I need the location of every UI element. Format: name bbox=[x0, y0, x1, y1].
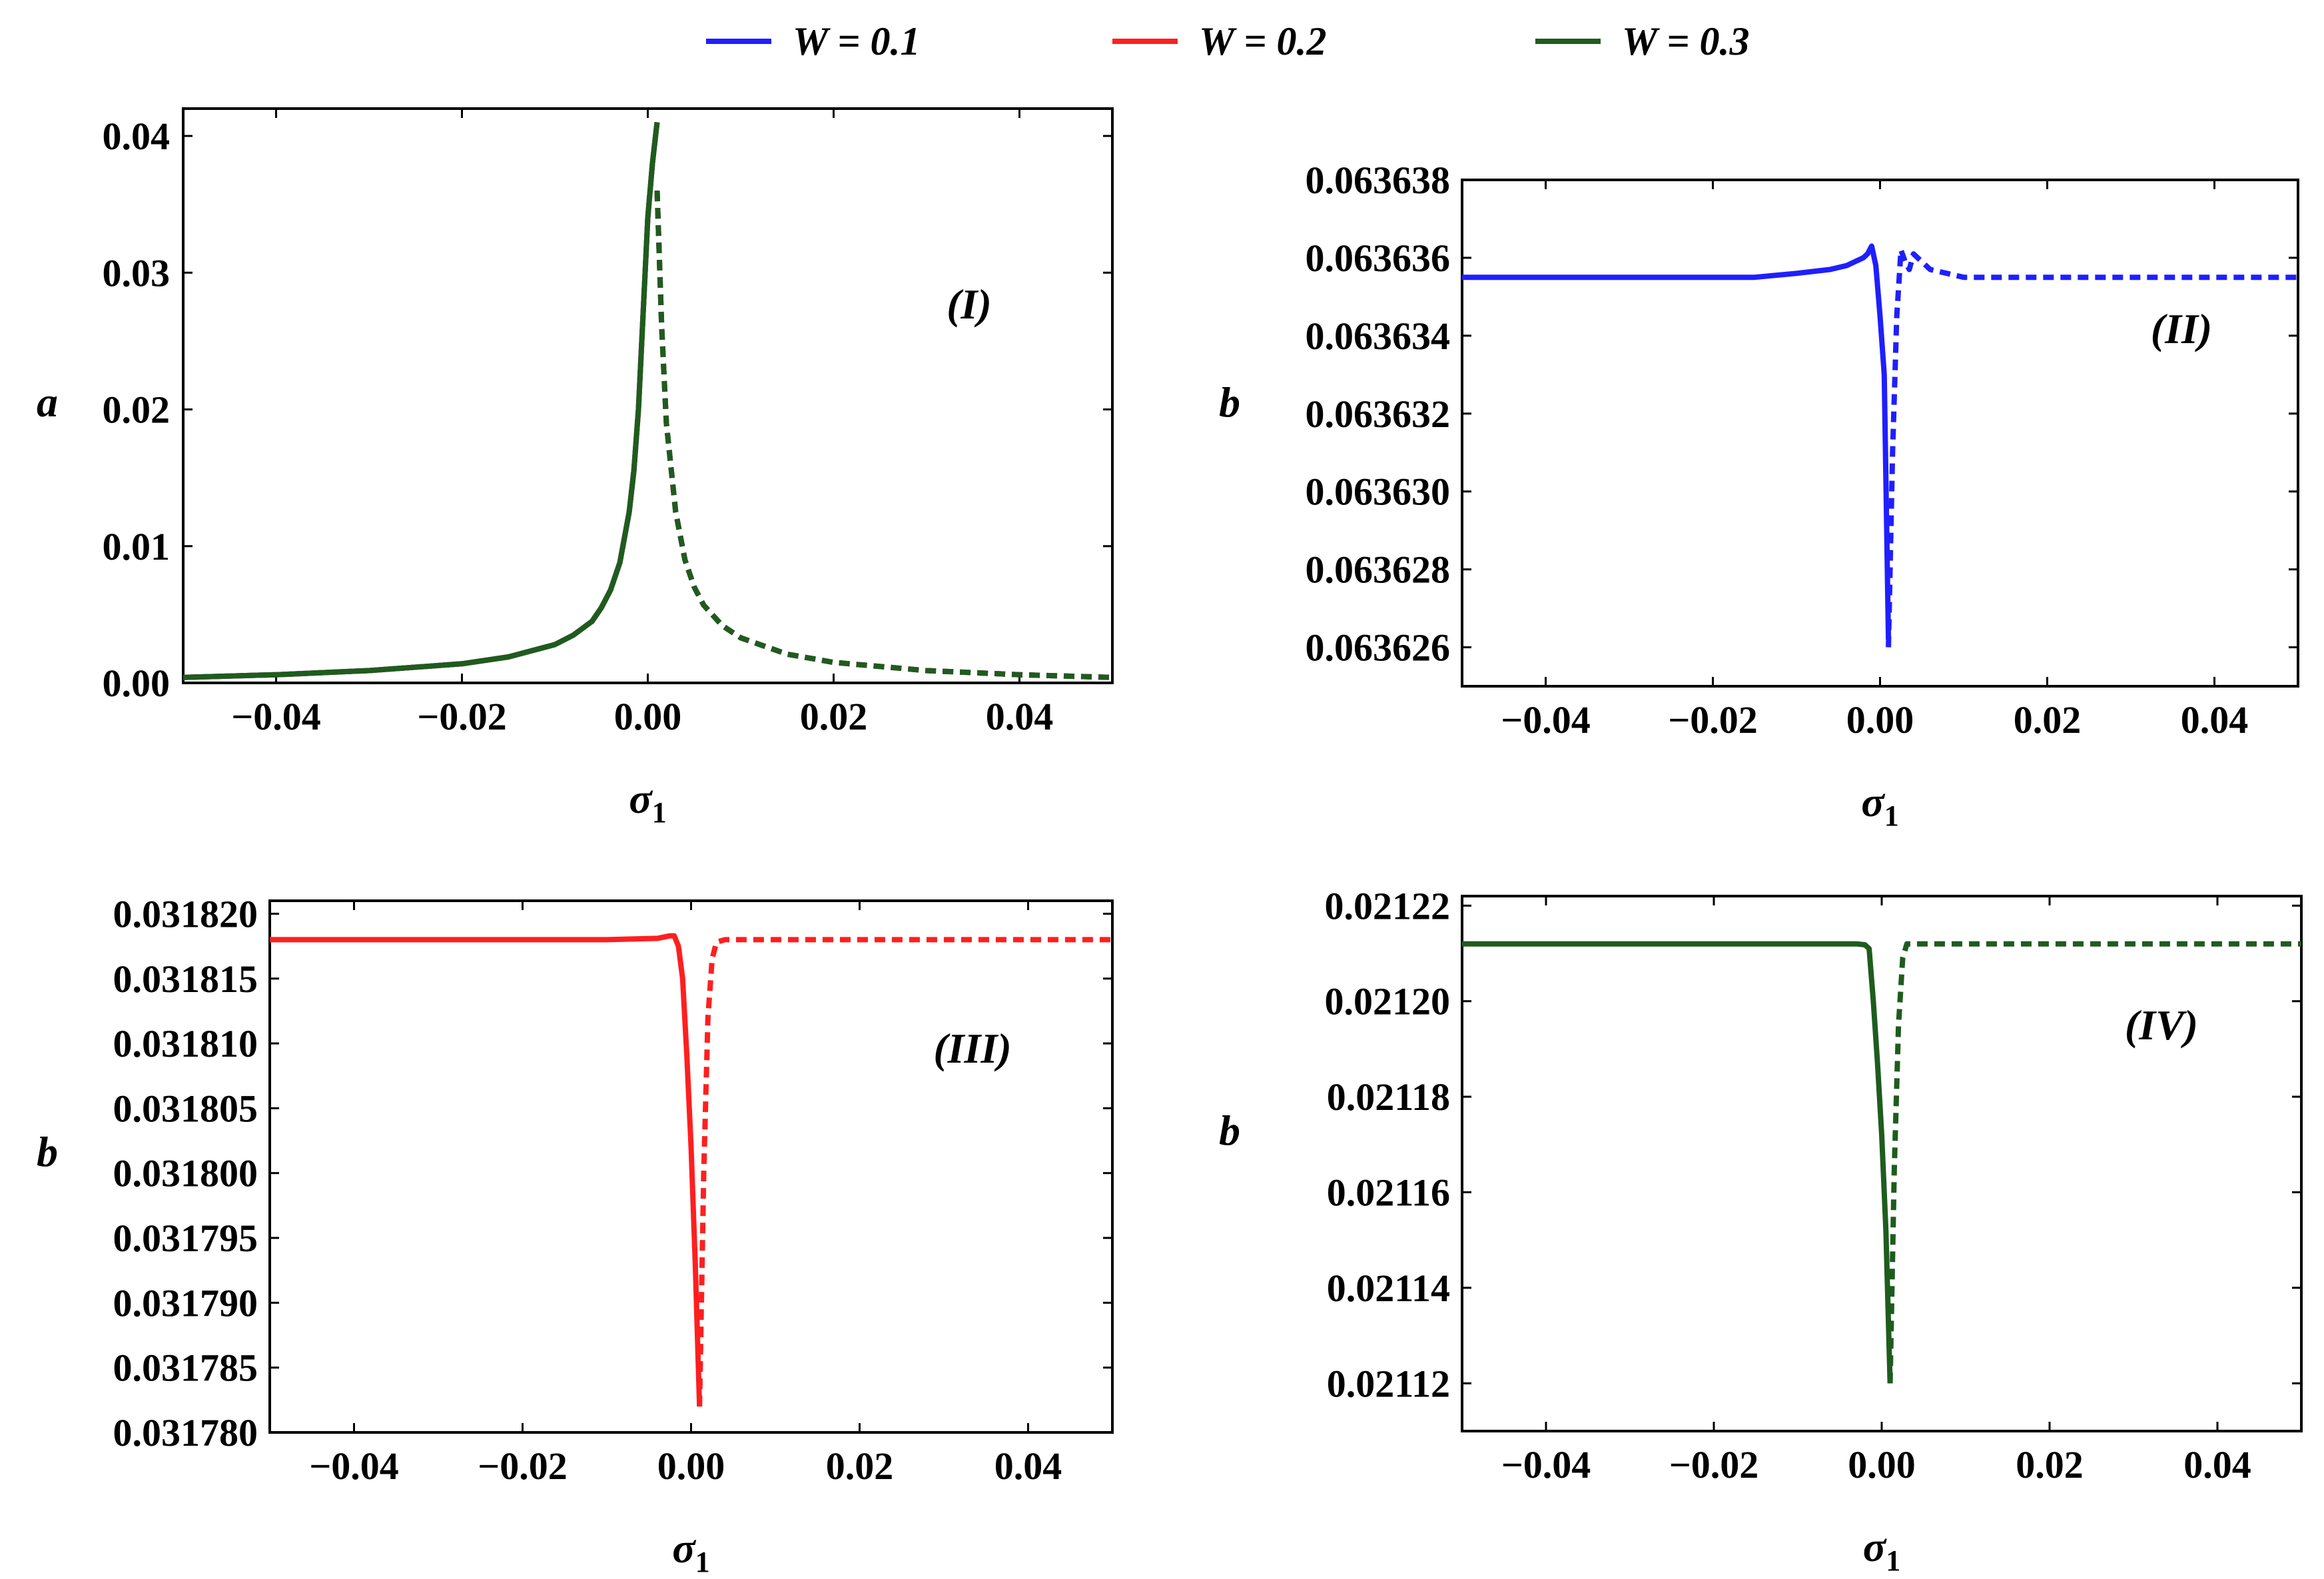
x-axis-label-base: σ bbox=[1861, 778, 1885, 825]
x-axis-label: σ1 bbox=[672, 1524, 710, 1578]
y-tick-label: 0.063632 bbox=[1306, 392, 1451, 436]
plot-frame bbox=[1461, 179, 2299, 688]
x-tick-label: 0.02 bbox=[826, 1444, 894, 1488]
x-tick-label: 0.02 bbox=[800, 695, 868, 738]
x-tick-label: 0.00 bbox=[1848, 1443, 1916, 1486]
legend-item: W = 0.1 bbox=[706, 19, 920, 63]
x-tick-label: −0.02 bbox=[1668, 698, 1758, 742]
x-tick-label: −0.02 bbox=[478, 1444, 568, 1488]
x-tick-label: 0.00 bbox=[657, 1444, 725, 1488]
y-tick-label: 0.02122 bbox=[1325, 884, 1451, 927]
y-tick-label: 0.01 bbox=[103, 525, 171, 568]
y-tick-label: 0.02116 bbox=[1327, 1171, 1450, 1215]
y-tick-label: 0.031805 bbox=[113, 1087, 258, 1130]
y-tick-label: 0.031820 bbox=[113, 892, 258, 935]
x-axis-label: σ1 bbox=[629, 775, 667, 829]
series-line bbox=[1887, 941, 2301, 1384]
legend-label: W = 0.2 bbox=[1199, 19, 1326, 63]
series-line bbox=[270, 933, 703, 1407]
series-line bbox=[654, 190, 1112, 680]
series-group bbox=[1462, 243, 2298, 648]
panel-tag: (III) bbox=[933, 1025, 1011, 1072]
x-tick-label: 0.00 bbox=[1846, 698, 1914, 742]
x-tick-label: −0.04 bbox=[1501, 1443, 1591, 1486]
x-axis-label-base: σ bbox=[672, 1524, 696, 1572]
y-tick-label: 0.031810 bbox=[113, 1022, 258, 1065]
y-tick-label: 0.02 bbox=[103, 388, 171, 432]
series-group bbox=[1462, 941, 2301, 1384]
x-axis-label-subscript: 1 bbox=[652, 796, 667, 829]
y-axis-label: b bbox=[1219, 1107, 1240, 1154]
panel-iii: −0.04 −0.02 0.00 0.02 0.04 0.031780 0.031785 0.… bbox=[37, 892, 1114, 1578]
panel-i: −0.04 −0.02 0.00 0.02 0.04 0.00 0.01 0.02 0.03 0.… bbox=[37, 107, 1114, 829]
y-tick-label: 0.063628 bbox=[1306, 548, 1451, 592]
series-line bbox=[1462, 941, 1893, 1384]
panel-ii: −0.04 −0.02 0.00 0.02 0.04 0.063626 0.063628 0.… bbox=[1219, 159, 2299, 832]
series-line bbox=[1462, 243, 1892, 640]
x-axis-label-subscript: 1 bbox=[1884, 799, 1899, 832]
panel-iv: −0.04 −0.02 0.00 0.02 0.04 0.02112 0.02114 0.02… bbox=[1219, 884, 2303, 1577]
y-tick-label: 0.00 bbox=[103, 662, 171, 705]
x-tick-label: 0.00 bbox=[614, 695, 682, 738]
series-line bbox=[654, 190, 1112, 680]
legend-item: W = 0.2 bbox=[1112, 19, 1326, 63]
y-tick-label: 0.031780 bbox=[113, 1411, 258, 1454]
x-axis-label-base: σ bbox=[1863, 1523, 1887, 1570]
series-line bbox=[1886, 247, 2298, 648]
y-axis-label: a bbox=[37, 378, 58, 426]
series-line bbox=[697, 937, 1112, 1407]
x-axis-label: σ1 bbox=[1863, 1523, 1901, 1577]
legend-item: W = 0.3 bbox=[1535, 19, 1749, 63]
x-axis-label-base: σ bbox=[629, 775, 653, 822]
series-group bbox=[270, 933, 1112, 1407]
series-line bbox=[183, 122, 660, 680]
y-tick-label: 0.02120 bbox=[1325, 980, 1451, 1023]
y-tick-label: 0.031795 bbox=[113, 1217, 258, 1260]
y-tick-label: 0.04 bbox=[103, 115, 171, 158]
series-line bbox=[183, 122, 660, 680]
series-line bbox=[654, 190, 1112, 680]
x-tick-label: −0.04 bbox=[231, 695, 321, 738]
x-tick-label: −0.04 bbox=[309, 1444, 399, 1488]
x-tick-label: −0.02 bbox=[417, 695, 507, 738]
y-tick-label: 0.02114 bbox=[1327, 1267, 1450, 1310]
y-axis-label: b bbox=[37, 1128, 58, 1175]
y-tick-label: 0.031800 bbox=[113, 1152, 258, 1195]
y-tick-label: 0.02112 bbox=[1327, 1362, 1450, 1405]
panel-tag: (II) bbox=[2151, 305, 2212, 352]
legend-label: W = 0.1 bbox=[793, 19, 920, 63]
x-axis-label-subscript: 1 bbox=[695, 1546, 710, 1578]
legend: W = 0.1 W = 0.2 W = 0.3 bbox=[706, 19, 1749, 63]
y-tick-label: 0.063636 bbox=[1306, 237, 1451, 280]
series-line bbox=[183, 122, 660, 680]
y-tick-label: 0.063630 bbox=[1306, 470, 1451, 514]
x-axis-label: σ1 bbox=[1861, 778, 1899, 832]
x-tick-label: −0.04 bbox=[1501, 698, 1591, 742]
y-tick-label: 0.063638 bbox=[1306, 159, 1451, 202]
y-tick-label: 0.031785 bbox=[113, 1346, 258, 1390]
y-tick-label: 0.031815 bbox=[113, 957, 258, 1001]
x-tick-label: 0.04 bbox=[2183, 1443, 2251, 1486]
x-tick-label: 0.02 bbox=[2016, 1443, 2084, 1486]
panel-tag: (I) bbox=[947, 280, 992, 328]
panel-tag: (IV) bbox=[2125, 1001, 2198, 1049]
y-tick-label: 0.02118 bbox=[1327, 1075, 1450, 1119]
x-tick-label: 0.04 bbox=[986, 695, 1054, 738]
x-tick-label: 0.04 bbox=[994, 1444, 1062, 1488]
y-axis-label: b bbox=[1219, 378, 1240, 426]
y-tick-label: 0.063626 bbox=[1306, 626, 1451, 670]
legend-label: W = 0.3 bbox=[1622, 19, 1749, 63]
y-tick-label: 0.03 bbox=[103, 251, 171, 294]
x-tick-label: −0.02 bbox=[1669, 1443, 1759, 1486]
x-tick-label: 0.04 bbox=[2181, 698, 2249, 742]
x-axis-label-subscript: 1 bbox=[1886, 1544, 1900, 1577]
y-tick-label: 0.031790 bbox=[113, 1281, 258, 1324]
y-tick-label: 0.063634 bbox=[1306, 314, 1451, 358]
x-tick-label: 0.02 bbox=[2014, 698, 2082, 742]
series-group bbox=[183, 122, 1112, 680]
